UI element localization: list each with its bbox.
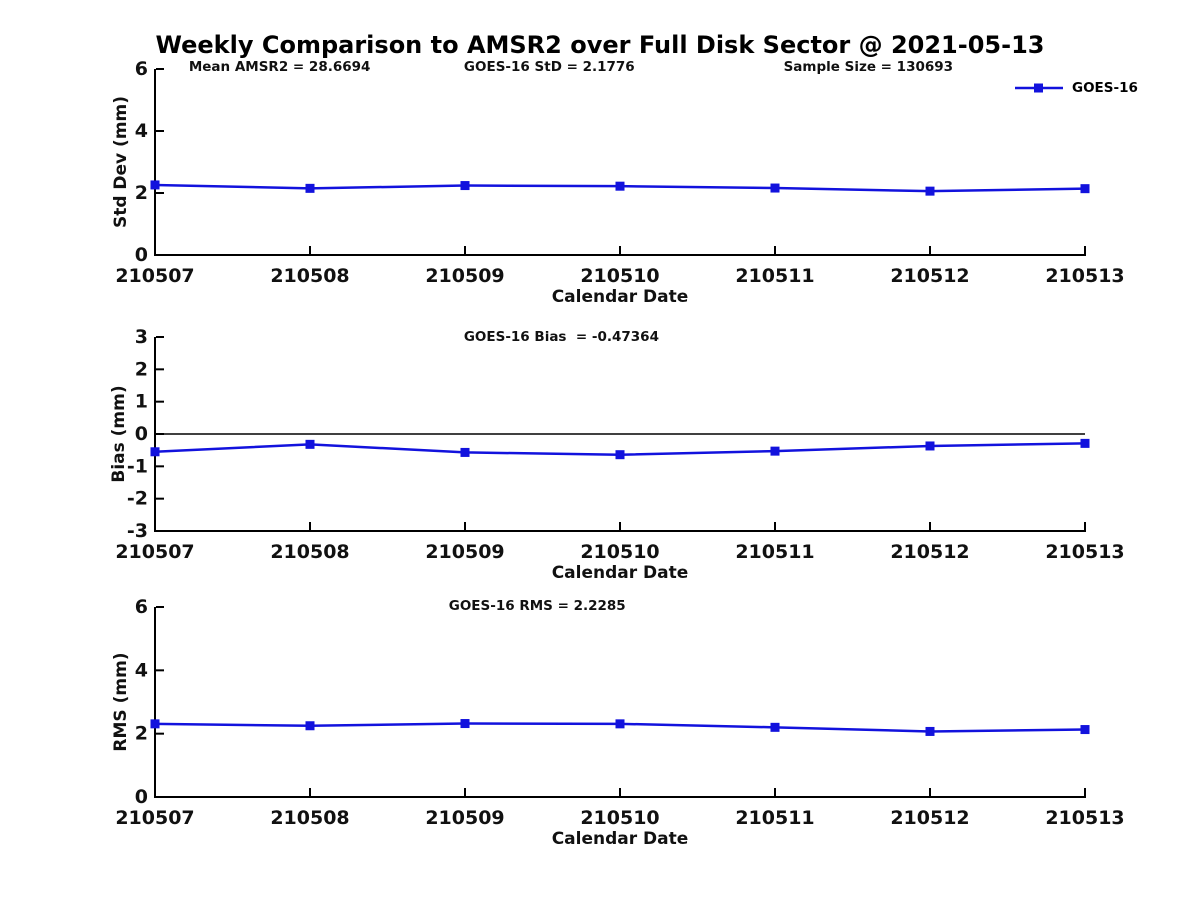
y-tick-label: 0 [135, 244, 148, 266]
data-point-marker [1080, 184, 1090, 194]
y-tick-label: 3 [135, 326, 148, 348]
data-point-marker [305, 183, 315, 193]
x-tick-label: 210512 [890, 265, 969, 287]
y-tick-label: 6 [135, 596, 148, 618]
y-tick-label: -1 [127, 455, 148, 477]
legend: GOES-16 [1014, 80, 1138, 96]
x-tick-label: 210510 [580, 807, 659, 829]
data-point-marker [925, 186, 935, 196]
data-point-marker [615, 719, 625, 729]
y-axis-label: RMS (mm) [111, 652, 131, 751]
stat-annotation: Sample Size = 130693 [784, 59, 953, 75]
data-point-marker [150, 180, 160, 190]
y-tick-label: -2 [127, 488, 148, 510]
data-point-marker [615, 181, 625, 191]
x-axis-label: Calendar Date [552, 829, 689, 849]
x-tick-label: 210507 [115, 541, 194, 563]
x-tick-label: 210511 [735, 265, 814, 287]
y-axis-label: Bias (mm) [109, 385, 129, 482]
figure-title: Weekly Comparison to AMSR2 over Full Dis… [155, 31, 1045, 59]
x-tick-label: 210513 [1045, 265, 1124, 287]
data-point-marker [1080, 725, 1090, 735]
y-tick-label: 2 [135, 723, 148, 745]
data-point-marker [460, 181, 470, 191]
data-point-marker [305, 721, 315, 731]
x-tick-label: 210513 [1045, 541, 1124, 563]
y-tick-label: -3 [127, 520, 148, 542]
y-tick-label: 2 [135, 358, 148, 380]
bias-chart: -3 -2 -1 0 1 2 3 210507 210508 210509 210510 210511… [109, 326, 1125, 583]
y-tick-label: 6 [135, 58, 148, 80]
y-tick-label: 1 [135, 391, 148, 413]
stat-annotation: Mean AMSR2 = 28.6694 [189, 59, 371, 75]
legend-line-icon [1015, 83, 1063, 93]
x-tick-label: 210508 [270, 807, 349, 829]
x-axis-label: Calendar Date [552, 287, 689, 307]
std-dev-chart: 0 2 4 6 210507 210508 210509 210510 210511 210512… [111, 58, 1125, 307]
x-tick-label: 210508 [270, 265, 349, 287]
data-point-marker [1080, 438, 1090, 448]
legend-label: GOES-16 [1072, 80, 1138, 96]
data-point-marker [770, 183, 780, 193]
x-tick-label: 210509 [425, 807, 504, 829]
rms-chart: 0 2 4 6 210507 210508 210509 210510 210511 210512… [111, 596, 1125, 849]
data-point-marker [770, 722, 780, 732]
data-point-marker [925, 726, 935, 736]
y-tick-label: 4 [135, 120, 148, 142]
x-tick-label: 210511 [735, 807, 814, 829]
x-tick-label: 210509 [425, 541, 504, 563]
y-tick-label: 0 [135, 786, 148, 808]
x-tick-label: 210512 [890, 807, 969, 829]
stat-annotation: GOES-16 Bias = -0.47364 [464, 329, 659, 345]
x-tick-label: 210507 [115, 265, 194, 287]
y-axis-label: Std Dev (mm) [111, 96, 131, 228]
data-point-marker [305, 439, 315, 449]
x-tick-label: 210509 [425, 265, 504, 287]
data-point-marker [770, 446, 780, 456]
data-point-marker [460, 447, 470, 457]
x-tick-label: 210510 [580, 265, 659, 287]
x-tick-label: 210510 [580, 541, 659, 563]
y-tick-label: 2 [135, 182, 148, 204]
x-tick-label: 210512 [890, 541, 969, 563]
x-tick-label: 210511 [735, 541, 814, 563]
y-tick-label: 0 [135, 423, 148, 445]
data-point-marker [615, 450, 625, 460]
data-point-marker [150, 447, 160, 457]
data-point-marker [925, 441, 935, 451]
y-tick-label: 4 [135, 659, 148, 681]
x-tick-label: 210508 [270, 541, 349, 563]
stat-annotation: GOES-16 RMS = 2.2285 [449, 598, 626, 614]
data-point-marker [150, 719, 160, 729]
x-axis-label: Calendar Date [552, 563, 689, 583]
stat-annotation: GOES-16 StD = 2.1776 [464, 59, 635, 75]
x-tick-label: 210507 [115, 807, 194, 829]
data-point-marker [460, 719, 470, 729]
x-tick-label: 210513 [1045, 807, 1124, 829]
